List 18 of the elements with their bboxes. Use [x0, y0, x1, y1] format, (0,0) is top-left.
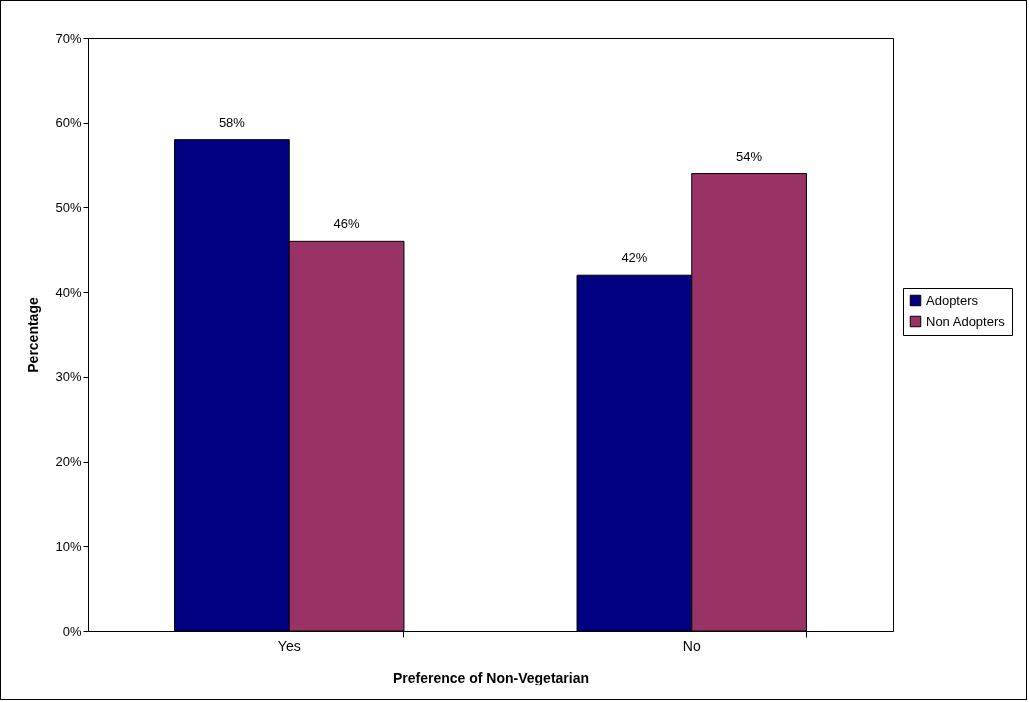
y-tick-label: 10% — [55, 538, 82, 554]
y-tick-label: 30% — [55, 369, 82, 385]
data-label: 58% — [218, 114, 246, 130]
data-label: 46% — [333, 216, 361, 232]
y-axis-title: Percentage — [25, 297, 42, 373]
x-tick-label: No — [682, 637, 701, 654]
y-tick-label: 70% — [55, 30, 82, 46]
y-tick-label: 20% — [55, 454, 82, 470]
legend-label: Non Adopters — [926, 313, 1006, 329]
x-tick-label: Yes — [277, 637, 301, 654]
data-label: 42% — [621, 250, 648, 266]
data-label: 54% — [736, 148, 763, 164]
y-tick-label: 60% — [55, 115, 82, 131]
y-tick-label: 40% — [55, 284, 82, 300]
x-axis-title: Preference of Non-Vegetarian — [392, 669, 590, 686]
y-tick-label: 0% — [62, 623, 82, 639]
y-tick-label: 50% — [55, 199, 82, 215]
legend-label: Adopters — [926, 292, 979, 308]
